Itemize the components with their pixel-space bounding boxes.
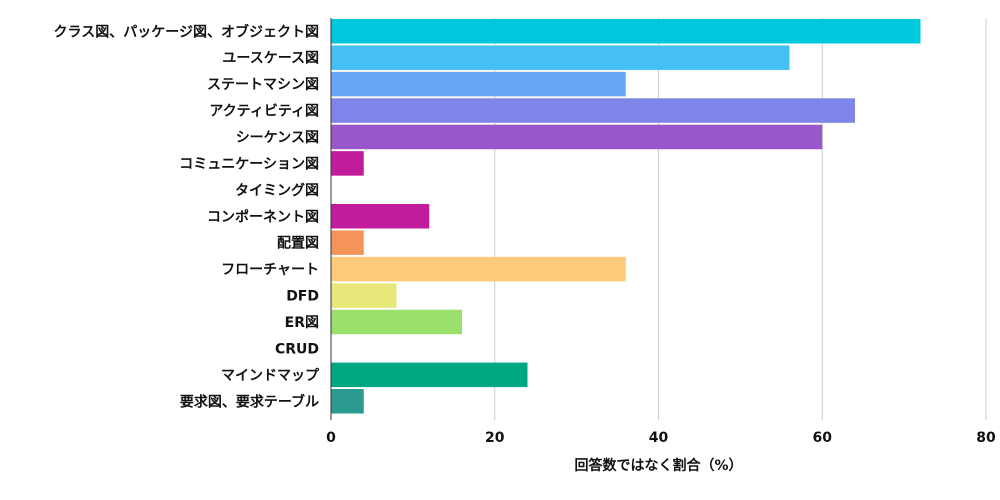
bar: [331, 45, 790, 70]
bar: [331, 151, 364, 176]
category-label: DFD: [286, 289, 319, 305]
category-label: 要求図、要求テーブル: [180, 393, 319, 410]
x-tick-labels: 0 20 40 60 80: [326, 430, 996, 446]
x-tick-label: 60: [813, 430, 833, 446]
bar: [331, 362, 528, 388]
x-tick-label: 40: [649, 430, 669, 446]
category-label: アクティビティ図: [209, 104, 319, 120]
x-tick-label: 80: [976, 430, 996, 446]
x-axis-title: 回答数ではなく割合（%）: [574, 457, 742, 474]
category-label: タイミング図: [235, 182, 319, 199]
bar: [331, 98, 855, 123]
bar: [331, 230, 364, 255]
category-labels: クラス図、パッケージ図、オブジェクト図ユースケース図ステートマシン図アクティビテ…: [54, 23, 320, 410]
bar: [331, 204, 430, 229]
x-tick-label: 0: [326, 430, 336, 446]
grid-lines: [494, 18, 987, 420]
bar: [331, 71, 626, 97]
bar: [331, 309, 462, 335]
category-label: マインドマップ: [221, 368, 320, 384]
category-label: シーケンス図: [236, 130, 319, 146]
category-label: 配置図: [277, 235, 319, 252]
category-label: CRUD: [275, 341, 319, 357]
category-label: フローチャート: [221, 262, 319, 278]
x-tick-label: 20: [485, 430, 505, 446]
category-label: クラス図、パッケージ図、オブジェクト図: [54, 23, 319, 40]
category-label: ユースケース図: [222, 51, 319, 67]
bar: [331, 256, 626, 282]
category-label: コンポーネント図: [207, 208, 319, 225]
bar: [331, 19, 921, 44]
bar: [331, 283, 397, 308]
category-label: ER図: [285, 315, 319, 331]
bars: [331, 19, 921, 414]
bar: [331, 389, 364, 414]
category-label: コミュニケーション図: [179, 156, 319, 172]
category-label: ステートマシン図: [207, 77, 319, 93]
bar: [331, 124, 823, 150]
